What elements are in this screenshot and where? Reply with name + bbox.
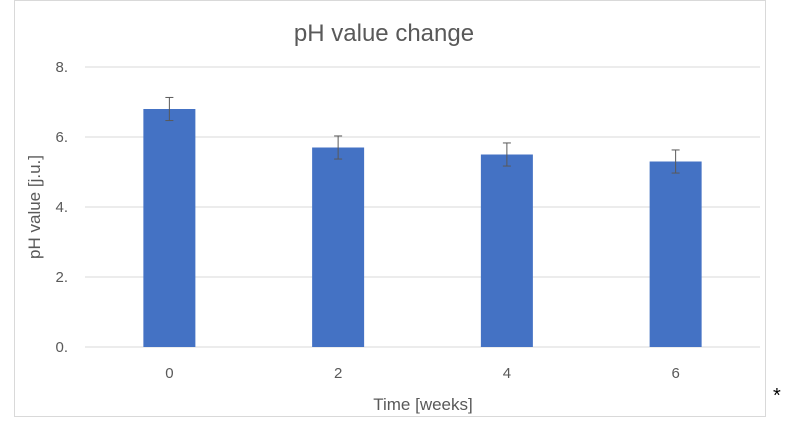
footnote-asterisk: *: [773, 385, 781, 407]
y-tick-label: 8.: [55, 59, 68, 76]
y-tick-label: 4.: [55, 199, 68, 216]
x-axis-ticks: 0 2 4 6: [165, 365, 680, 382]
y-tick-label: 6.: [55, 129, 68, 146]
error-bar: [165, 96, 174, 122]
x-axis-title: Time [weeks]: [373, 395, 473, 414]
y-tick-label: 2.: [55, 269, 68, 286]
x-tick-label: 4: [503, 365, 511, 382]
x-tick-label: 6: [671, 365, 679, 382]
gridlines: [85, 66, 760, 348]
error-bar: [502, 142, 511, 167]
y-tick-label: 0.: [55, 339, 68, 356]
error-bars: [165, 96, 680, 174]
bar: [649, 161, 702, 347]
y-axis-ticks: 0. 2. 4. 6. 8.: [55, 59, 68, 356]
bars: [143, 109, 702, 347]
bar: [480, 154, 533, 347]
error-bar: [334, 135, 343, 160]
error-bar: [671, 149, 680, 174]
x-tick-label: 2: [334, 365, 342, 382]
bar: [143, 109, 196, 347]
chart-title: pH value change: [294, 20, 474, 47]
y-axis-title: pH value [j.u.]: [25, 155, 44, 259]
x-tick-label: 0: [165, 365, 173, 382]
bar: [312, 147, 365, 347]
